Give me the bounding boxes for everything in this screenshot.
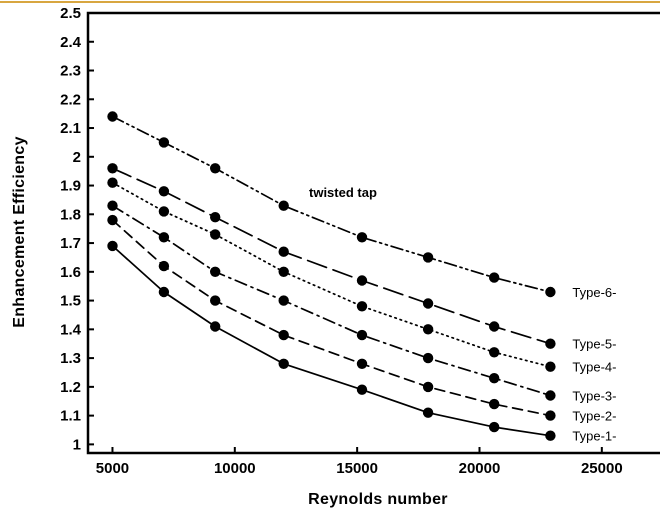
- y-axis-title: Enhancement Efficiency: [11, 136, 28, 328]
- data-point: [489, 398, 500, 410]
- y-tick-label: 1.8: [60, 206, 81, 223]
- data-point: [158, 137, 170, 148]
- y-tick-label: 1.4: [60, 321, 82, 338]
- data-point: [107, 111, 118, 122]
- data-point: [422, 298, 434, 309]
- data-point: [545, 361, 556, 372]
- y-tick-label: 1.6: [60, 264, 81, 281]
- data-point: [158, 260, 170, 272]
- data-point: [278, 200, 289, 211]
- data-point: [278, 295, 289, 306]
- y-tick-label: 1.9: [60, 178, 81, 195]
- data-point: [107, 240, 118, 252]
- data-point: [356, 329, 368, 341]
- y-tick-label: 2.5: [60, 5, 81, 22]
- data-point: [278, 246, 289, 257]
- annotation-twisted-tap: twisted tap: [309, 185, 377, 200]
- data-point: [422, 324, 434, 335]
- y-tick-label: 2: [73, 149, 81, 166]
- data-point: [356, 232, 368, 243]
- series-label: Type-6-: [572, 285, 616, 300]
- y-tick-label: 2.3: [60, 63, 81, 80]
- data-point: [107, 214, 118, 226]
- y-tick-label: 2.2: [60, 91, 81, 108]
- series-labels: Type-1- Type-2- Type-3- Type-4- Type-5- Type-…: [572, 285, 616, 444]
- series-label: Type-5-: [572, 337, 616, 352]
- data-point: [422, 407, 434, 418]
- series-line-type-4: [111, 181, 552, 368]
- y-tick-label: 2.1: [60, 120, 81, 137]
- data-point: [210, 229, 221, 240]
- x-tick-label: 20000: [459, 460, 501, 477]
- data-point: [107, 177, 118, 188]
- series-points: [107, 111, 556, 441]
- x-axis-title: Reynolds number: [308, 491, 448, 508]
- data-point: [278, 329, 289, 341]
- y-tick-label: 1: [73, 436, 81, 453]
- data-point: [356, 384, 368, 395]
- data-point: [107, 200, 118, 211]
- data-point: [422, 352, 434, 364]
- data-point: [545, 410, 556, 421]
- data-point: [545, 286, 556, 298]
- plot-frame: [86, 11, 660, 455]
- y-tick-label: 1.2: [60, 379, 81, 396]
- series-line-type-3: [111, 204, 552, 397]
- y-axis-ticks: 1 1.1 1.2 1.3 1.4 1.5 1.6 1.7 1.8 1.9 2 2.1 2.2 2.3 2.…: [60, 5, 94, 453]
- y-tick-label: 1.7: [60, 235, 81, 252]
- y-tick-label: 2.4: [60, 34, 82, 51]
- data-point: [489, 347, 500, 358]
- data-point: [489, 373, 500, 384]
- series-label: Type-4-: [572, 360, 616, 375]
- data-point: [210, 212, 221, 223]
- data-point: [489, 272, 500, 283]
- series-label: Type-2-: [572, 409, 616, 424]
- data-point: [158, 186, 170, 197]
- data-point: [278, 358, 289, 369]
- y-tick-label: 1.5: [60, 293, 81, 310]
- data-point: [158, 286, 170, 298]
- data-point: [489, 421, 500, 433]
- data-point: [356, 275, 368, 286]
- x-tick-label: 25000: [581, 460, 623, 477]
- series-line-type-5: [111, 167, 552, 345]
- data-point: [356, 358, 368, 369]
- data-point: [158, 206, 170, 217]
- y-tick-label: 1.3: [60, 350, 81, 367]
- data-point: [158, 232, 170, 243]
- data-point: [210, 266, 221, 277]
- data-point: [422, 381, 434, 393]
- x-axis-ticks: 5000 10000 15000 20000 25000: [96, 447, 623, 477]
- x-tick-label: 5000: [96, 460, 129, 477]
- data-point: [489, 321, 500, 332]
- series-lines: [111, 115, 552, 437]
- data-point: [210, 321, 221, 332]
- series-line-type-6: [111, 115, 552, 293]
- series-label: Type-3-: [572, 389, 616, 404]
- data-point: [545, 430, 556, 441]
- series-label: Type-1-: [572, 429, 616, 444]
- data-point: [210, 295, 221, 306]
- series-line-type-2: [111, 219, 552, 417]
- x-tick-label: 15000: [336, 460, 378, 477]
- data-point: [278, 266, 289, 277]
- data-point: [545, 338, 556, 349]
- plot-area-border: [86, 11, 660, 455]
- data-point: [356, 301, 368, 312]
- data-point: [545, 390, 556, 401]
- y-tick-label: 1.1: [60, 408, 81, 425]
- x-tick-label: 10000: [214, 460, 256, 477]
- series-line-type-1: [111, 245, 552, 437]
- data-point: [422, 252, 434, 263]
- data-point: [210, 163, 221, 174]
- data-point: [107, 163, 118, 174]
